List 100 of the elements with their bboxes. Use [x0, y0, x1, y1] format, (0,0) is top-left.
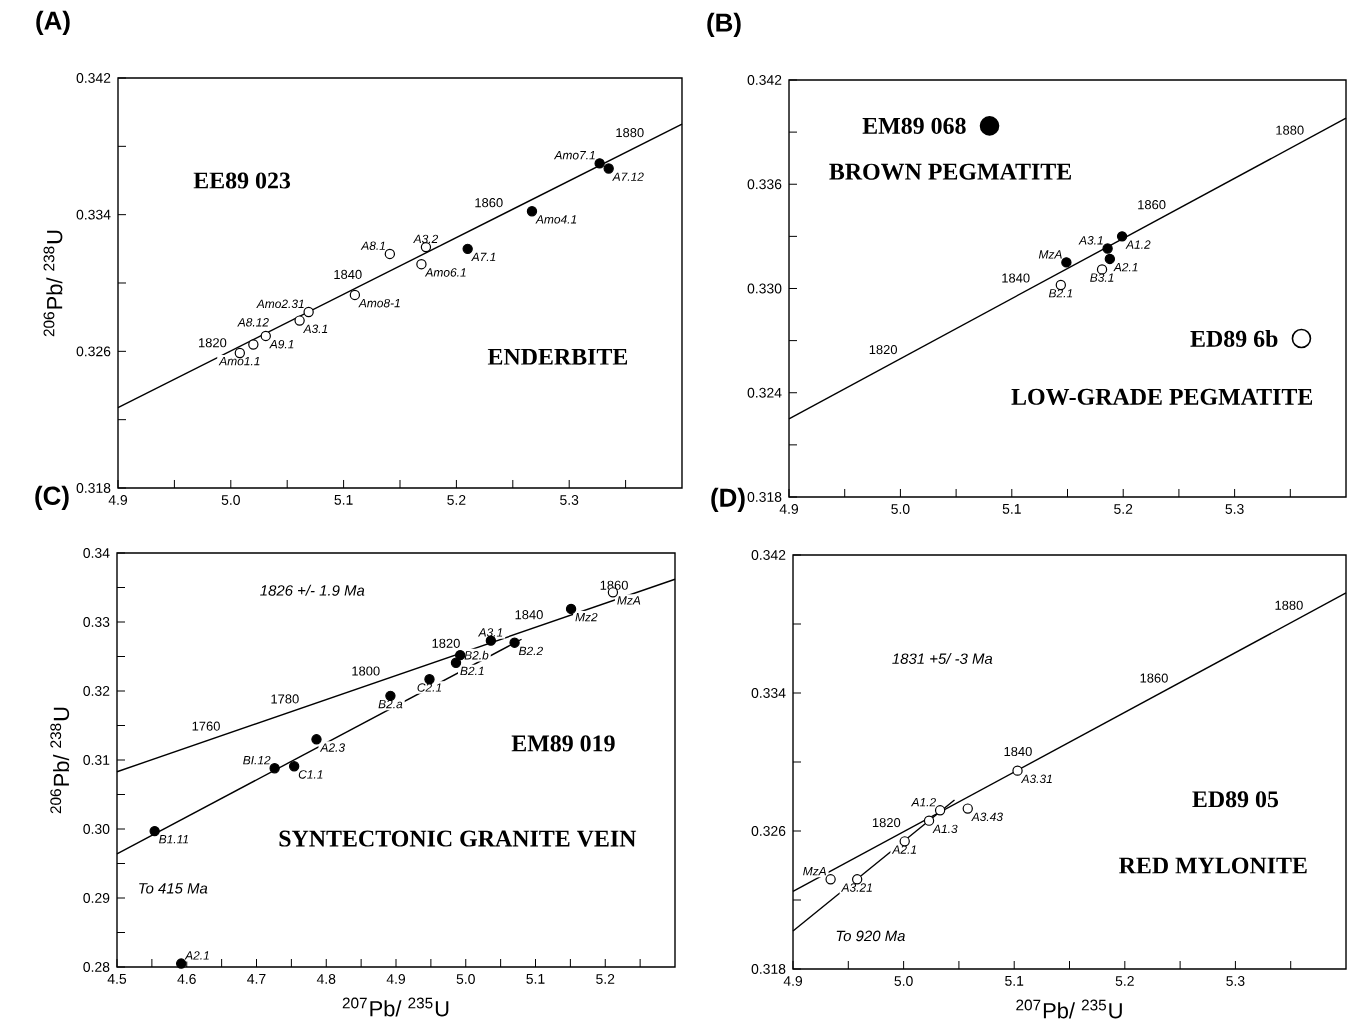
point	[526, 206, 538, 217]
annotation: Amo1.1	[218, 357, 260, 366]
y-tick-label: 0.32	[83, 686, 110, 696]
y-tick-label: 0.34	[83, 548, 110, 558]
x-tick-label: 5.2	[596, 974, 615, 984]
y-tick-label: 0.334	[76, 209, 111, 220]
legend-label: ED89 6b	[1190, 330, 1278, 347]
annotation: B3.1	[1090, 273, 1114, 282]
x-tick-label: 5.1	[526, 974, 545, 984]
chart-title: (C)	[35, 485, 69, 511]
point	[288, 761, 300, 772]
annotation: 1800	[352, 666, 380, 676]
annotation: 1820	[872, 818, 901, 828]
y-tick-label: 0.330	[747, 283, 782, 294]
point	[462, 243, 473, 255]
y-tick-label: 0.28	[83, 962, 110, 972]
annotation: BI.12	[243, 755, 271, 765]
point	[450, 657, 462, 668]
x-axis-title: $^{207}$Pb/ $^{235}$U	[342, 997, 449, 1017]
annotation: RED MYLONITE	[1119, 857, 1307, 874]
x-tick-label: 5.3	[1225, 504, 1244, 514]
y-tick-label: 0.334	[751, 688, 786, 698]
annotation: A3.31	[1020, 774, 1052, 784]
chart-title: (B)	[707, 12, 741, 37]
annotation: SYNTECTONIC GRANITE VEIN	[279, 830, 637, 847]
annotation: 1840	[1002, 273, 1030, 283]
legend-label: EM89 068	[862, 117, 966, 134]
point	[1102, 243, 1113, 254]
annotation: A1.2	[910, 797, 936, 807]
x-tick-label: 5.0	[221, 495, 240, 505]
point	[825, 874, 836, 885]
point	[303, 306, 314, 318]
y-tick-label: 0.342	[76, 73, 111, 83]
point	[175, 958, 187, 969]
annotation: Amo7.1	[553, 151, 595, 160]
annotation: 1860	[475, 198, 503, 208]
annotation: MzA	[1038, 250, 1062, 259]
y-tick-label: 0.324	[747, 387, 782, 398]
x-tick-label: 5.1	[1002, 504, 1021, 514]
annotation: B2.1	[460, 666, 484, 676]
annotation: 1880	[1275, 600, 1303, 610]
x-tick-label: 5.2	[447, 495, 466, 505]
annotation: Amo2.31	[256, 299, 304, 309]
annotation: 1840	[334, 269, 362, 280]
annotation: 1840	[515, 610, 543, 620]
x-tick-label: 4.8	[316, 974, 336, 984]
annotation: 1820	[432, 638, 460, 648]
annotation: To 920 Ma	[836, 930, 905, 942]
annotation: A3.1	[303, 324, 328, 334]
x-axis-title: $^{207}$Pb/ $^{235}$U	[1016, 999, 1122, 1019]
annotation: MzA	[803, 867, 826, 876]
y-tick-label: 0.30	[83, 824, 110, 834]
chart-title: (D)	[711, 487, 745, 513]
annotation: C2.1	[417, 683, 442, 692]
annotation: A1.2	[1125, 240, 1151, 249]
x-tick-label: 4.7	[247, 974, 266, 984]
annotation: Amo4.1	[535, 215, 577, 224]
annotation: A2.1	[184, 951, 209, 960]
x-tick-label: 4.9	[108, 495, 128, 505]
annotation: A8.12	[237, 318, 269, 327]
annotation: MzA	[617, 596, 641, 605]
point	[1061, 257, 1072, 268]
x-tick-label: 5.0	[456, 974, 475, 984]
annotation: A3.21	[840, 883, 872, 892]
y-tick-label: 0.326	[76, 346, 111, 357]
annotation: Amo6.1	[424, 268, 466, 277]
annotation: 1831 +5/ -3 Ma	[892, 653, 993, 664]
x-tick-label: 5.2	[1114, 504, 1133, 514]
x-tick-label: 4.5	[107, 974, 127, 984]
annotation: A2.1	[1113, 262, 1138, 272]
annotation: B1.11	[159, 835, 189, 844]
point	[416, 259, 427, 270]
annotation: A2.3	[319, 743, 345, 752]
x-tick-label: 5.2	[1115, 976, 1134, 986]
y-tick-label: 0.31	[83, 755, 110, 765]
point	[1012, 765, 1023, 776]
y-tick-label: 0.318	[751, 964, 786, 974]
annotation: ED89 05	[1192, 791, 1279, 808]
y-tick-label: 0.29	[83, 893, 110, 903]
y-tick-label: 0.318	[76, 483, 111, 493]
point	[509, 637, 520, 648]
point	[565, 603, 577, 615]
annotation: 1880	[616, 128, 644, 138]
y-tick-label: 0.318	[747, 492, 782, 502]
annotation: LOW-GRADE PEGMATITE	[1011, 388, 1313, 406]
annotation: A7.1	[471, 252, 496, 262]
point	[311, 734, 322, 745]
annotation: 1860	[600, 580, 628, 590]
annotation: 1860	[1138, 200, 1166, 210]
annotation: 1826 +/- 1.9 Ma	[260, 584, 365, 596]
point	[294, 315, 305, 326]
annotation: 1860	[1140, 673, 1168, 683]
annotation: ENDERBITE	[487, 348, 628, 365]
annotation: Mz2	[575, 612, 598, 622]
annotation: 1880	[1276, 125, 1304, 135]
annotation: A3.43	[971, 812, 1003, 822]
annotation: 1820	[869, 345, 898, 355]
annotation: A2.1	[891, 845, 917, 854]
annotation: B2.2	[518, 646, 543, 656]
y-tick-label: 0.342	[751, 550, 786, 560]
